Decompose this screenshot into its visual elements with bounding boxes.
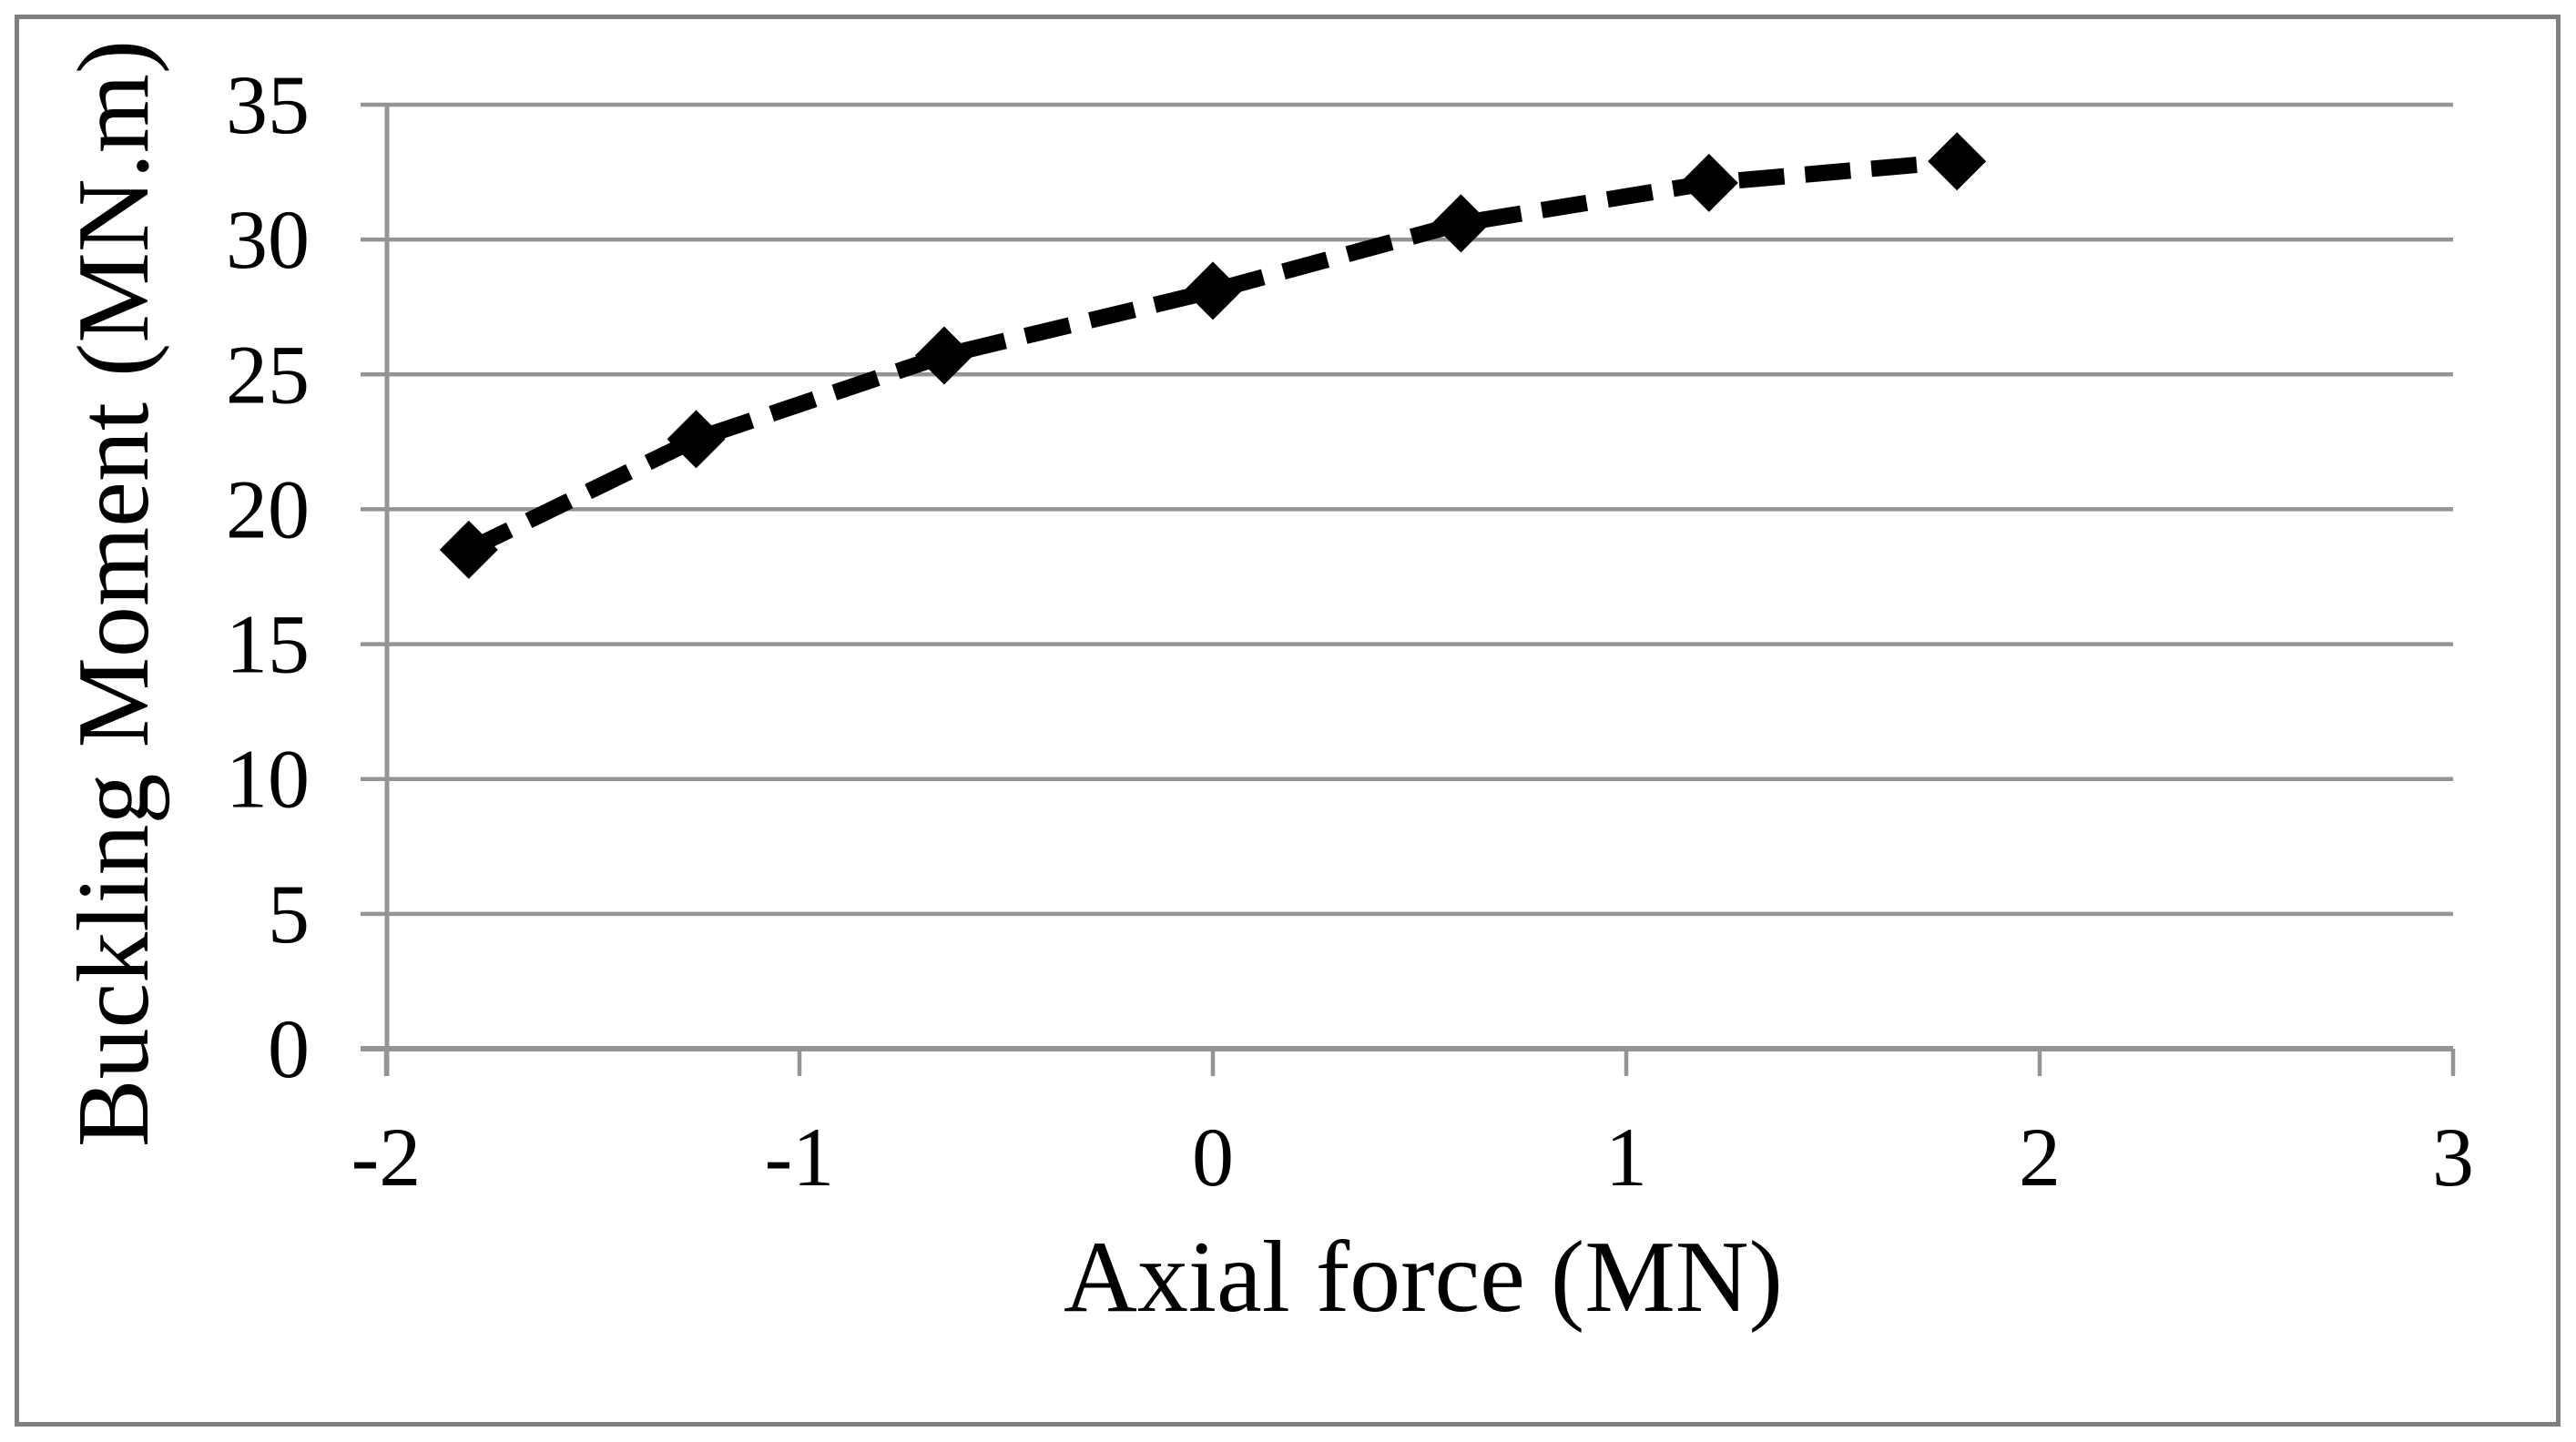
y-axis-title: Buckling Moment (MN.m) bbox=[57, 40, 170, 1147]
y-tick-label: 20 bbox=[226, 462, 310, 555]
data-point-marker bbox=[1431, 194, 1491, 253]
y-tick-label: 25 bbox=[226, 328, 310, 421]
data-point-marker bbox=[1679, 153, 1738, 212]
y-tick-label: 10 bbox=[226, 733, 310, 826]
x-tick-label: -2 bbox=[351, 1111, 422, 1203]
x-axis-title: Axial force (MN) bbox=[1064, 1221, 1783, 1334]
data-series bbox=[439, 132, 1987, 579]
y-tick-label: 5 bbox=[268, 868, 310, 960]
x-tick-label: 3 bbox=[2432, 1111, 2474, 1203]
x-tick-label: -1 bbox=[765, 1111, 835, 1203]
y-tick-label: 30 bbox=[226, 193, 310, 286]
data-point-marker bbox=[914, 326, 973, 385]
series-line bbox=[464, 153, 1958, 557]
y-axis-tick-labels: 0 5 10 15 20 25 30 35 bbox=[226, 58, 310, 1095]
x-axis-tick-labels: -2 -1 0 1 2 3 bbox=[351, 1111, 2474, 1203]
data-point-marker bbox=[1184, 261, 1242, 320]
y-tick-label: 35 bbox=[226, 58, 310, 151]
gridlines bbox=[361, 102, 2453, 1051]
tick-marks bbox=[383, 1049, 2456, 1076]
x-tick-label: 2 bbox=[2019, 1111, 2061, 1203]
y-tick-label: 15 bbox=[226, 598, 310, 691]
data-point-marker bbox=[1928, 132, 1987, 191]
y-tick-label: 0 bbox=[268, 1002, 310, 1095]
x-tick-label: 1 bbox=[1605, 1111, 1647, 1203]
data-point-marker bbox=[667, 410, 726, 469]
data-point-marker bbox=[439, 520, 498, 579]
figure-border bbox=[15, 15, 2561, 1427]
x-tick-label: 0 bbox=[1192, 1111, 1234, 1203]
